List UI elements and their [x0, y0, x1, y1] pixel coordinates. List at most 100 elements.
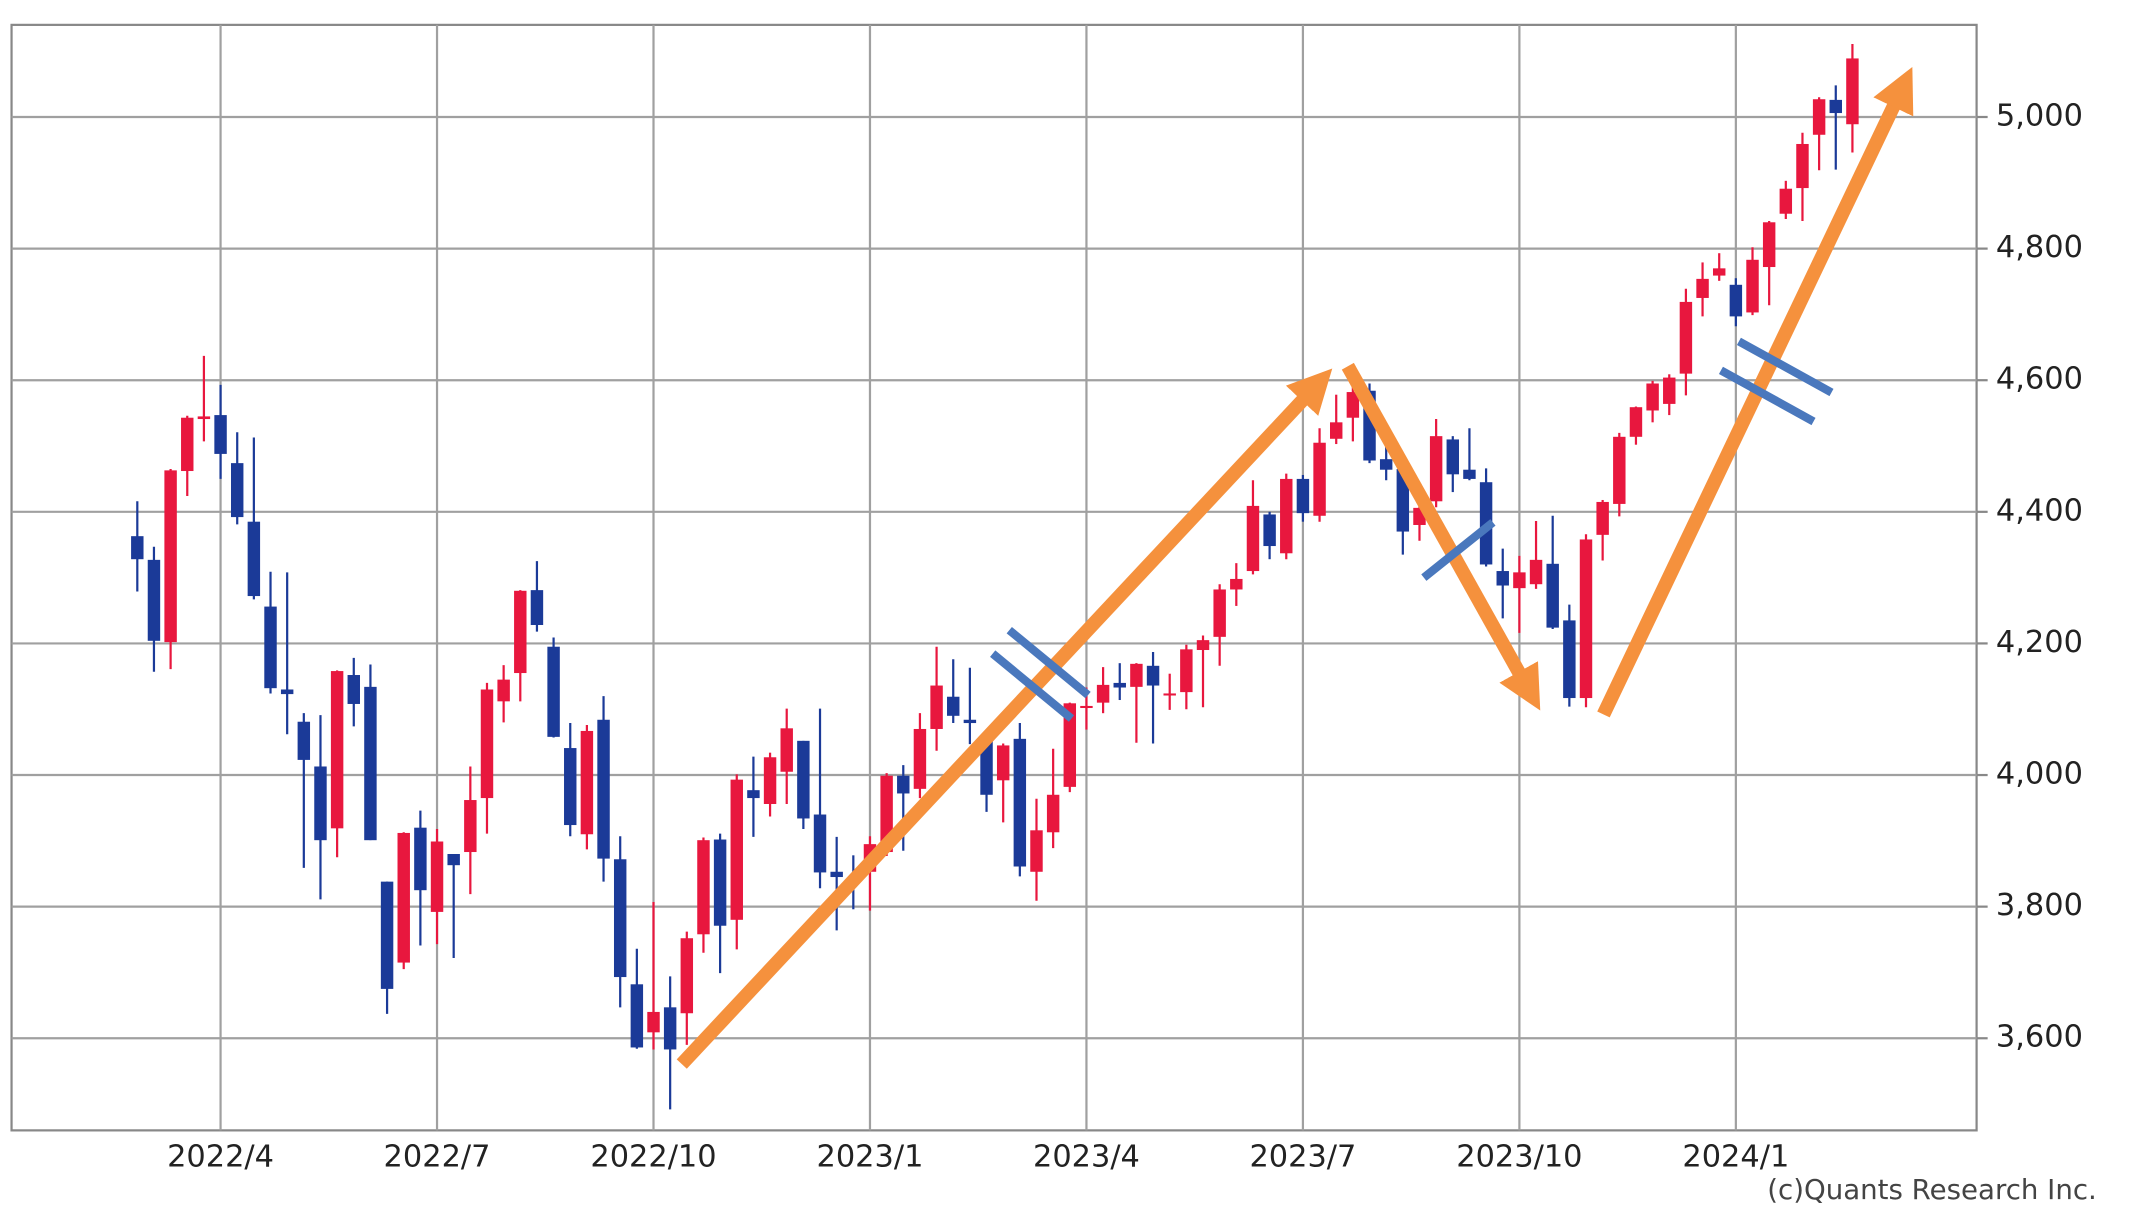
- candle-body: [580, 730, 594, 835]
- candle-body: [214, 415, 227, 454]
- candle-body: [1063, 703, 1077, 787]
- candle-body: [963, 719, 977, 724]
- candle-body: [680, 938, 694, 1014]
- candle-body: [747, 790, 760, 799]
- y-tick-label: 4,800: [1996, 230, 2083, 265]
- candle-body: [1446, 439, 1460, 475]
- candle-body: [930, 685, 943, 729]
- x-tick-label: 2022/10: [590, 1140, 716, 1175]
- candle-body: [147, 559, 161, 641]
- candle-body: [514, 590, 527, 674]
- candle-body: [530, 590, 544, 626]
- candle-body: [330, 671, 344, 829]
- candle-body: [547, 646, 560, 737]
- annotations: [676, 66, 1914, 1069]
- y-tick-label: 3,800: [1996, 888, 2083, 923]
- candle-body: [414, 827, 427, 891]
- candle-body: [1196, 640, 1210, 651]
- break-mark: [1006, 626, 1091, 699]
- candle-body: [164, 470, 177, 643]
- candle-body: [613, 859, 627, 978]
- candle-body: [1712, 268, 1726, 276]
- candle-body: [697, 840, 710, 935]
- candle-body: [1230, 578, 1243, 590]
- break-mark: [1736, 337, 1834, 397]
- candle-body: [947, 696, 960, 716]
- candle-body: [1563, 620, 1576, 699]
- candle-body: [730, 779, 743, 920]
- candle-body: [1546, 563, 1559, 628]
- candle-body: [480, 689, 494, 799]
- x-tick-label: 2022/7: [384, 1140, 491, 1175]
- candle-body: [1030, 830, 1043, 872]
- source-note: (c)Quants Research Inc.: [1767, 1173, 2097, 1205]
- break-mark: [990, 650, 1075, 722]
- candle-body: [797, 740, 810, 819]
- candle-body: [397, 832, 410, 963]
- candle-body: [1846, 58, 1859, 125]
- candle-body: [830, 871, 843, 878]
- candle-body: [1130, 663, 1143, 687]
- candle-body: [197, 416, 211, 420]
- candle-body: [1496, 571, 1509, 586]
- candle-body: [980, 740, 993, 795]
- candle-body: [181, 417, 194, 472]
- candle-body: [1146, 665, 1160, 686]
- y-tick-label: 3,600: [1996, 1020, 2083, 1055]
- candle-body: [1596, 501, 1609, 535]
- candle-body: [1346, 392, 1360, 418]
- candle-body: [280, 689, 294, 695]
- candle-body: [897, 775, 910, 794]
- x-tick-label: 2022/4: [167, 1140, 274, 1175]
- candle-body: [1513, 572, 1526, 589]
- candle-body: [1796, 143, 1809, 189]
- candle-body: [630, 984, 644, 1048]
- candle-body: [1579, 539, 1593, 699]
- trend-arrow: [676, 368, 1333, 1069]
- candle-body: [314, 766, 327, 841]
- candle-body: [1429, 436, 1443, 502]
- candle-body: [1613, 436, 1626, 504]
- candle-body: [364, 686, 377, 841]
- candle-body: [430, 841, 444, 912]
- candle-body: [780, 728, 793, 772]
- candle-body: [763, 757, 777, 804]
- candle-body: [1696, 278, 1709, 298]
- candle-body: [1729, 284, 1743, 317]
- candle-body: [564, 748, 577, 826]
- candle-body: [913, 728, 927, 789]
- candle-body: [247, 521, 261, 597]
- candle-body: [1296, 478, 1310, 514]
- plot-area: [10, 23, 1978, 1132]
- candle-body: [1213, 589, 1226, 637]
- y-tick-label: 5,000: [1996, 98, 2083, 133]
- candle-body: [1330, 422, 1343, 439]
- candle-body: [1246, 505, 1260, 572]
- y-tick-label: 4,000: [1996, 757, 2083, 792]
- x-tick-label: 2024/1: [1682, 1140, 1789, 1175]
- candle-body: [1080, 705, 1093, 709]
- candle-body: [663, 1007, 677, 1050]
- candle-body: [1812, 99, 1826, 135]
- candle-body: [1379, 459, 1393, 470]
- candle-body: [464, 800, 477, 853]
- candle-body: [1313, 442, 1326, 516]
- y-tick-label: 4,400: [1996, 493, 2083, 528]
- candle-body: [1163, 693, 1176, 696]
- candle-body: [1396, 469, 1410, 532]
- candle-body: [1663, 377, 1676, 404]
- candle-body: [230, 463, 244, 518]
- candle-body: [1463, 469, 1476, 479]
- candle-body: [1779, 188, 1793, 214]
- candle-body: [1180, 649, 1193, 693]
- x-tick-label: 2023/10: [1456, 1140, 1582, 1175]
- candle-body: [1096, 684, 1110, 703]
- candle-body: [1113, 682, 1126, 688]
- trend-arrow: [1597, 66, 1914, 718]
- y-tick-label: 4,200: [1996, 625, 2083, 660]
- candle-body: [1762, 222, 1776, 268]
- candle-body: [1679, 301, 1693, 374]
- candle-body: [1046, 794, 1060, 833]
- candle-body: [1646, 383, 1659, 411]
